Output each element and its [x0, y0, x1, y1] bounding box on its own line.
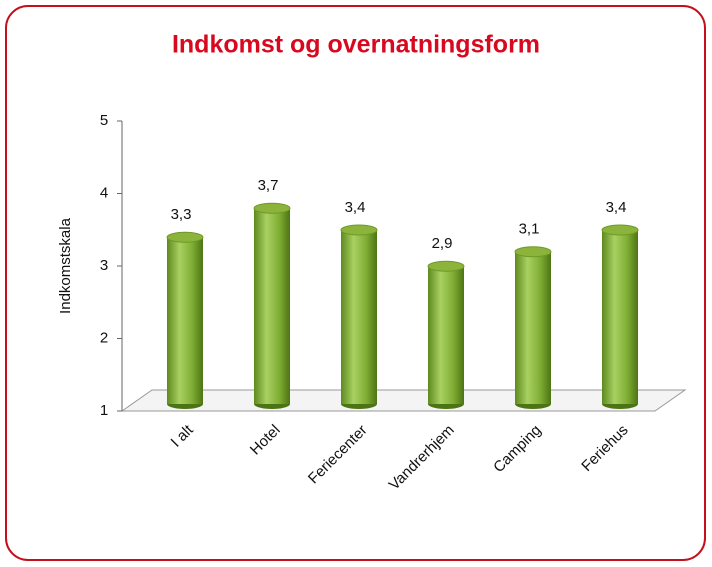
value-label: 3,4 [345, 199, 366, 216]
bar-top [340, 224, 378, 236]
y-tick-label: 1 [100, 402, 108, 419]
y-tick-label: 3 [100, 257, 108, 274]
y-tick-label: 2 [100, 329, 108, 346]
bar-top [601, 224, 639, 236]
bar [167, 237, 203, 404]
bar-top [166, 231, 204, 243]
value-label: 3,1 [519, 221, 540, 238]
bar [602, 230, 638, 404]
bar [254, 208, 290, 404]
bar-top [514, 246, 552, 258]
bar [341, 230, 377, 404]
value-label: 3,7 [258, 177, 279, 194]
floor [120, 389, 687, 412]
bar [515, 251, 551, 404]
y-axis-label: Indkomstskala [57, 217, 74, 314]
y-tick-label: 5 [100, 112, 108, 129]
y-tick-label: 4 [100, 184, 108, 201]
value-label: 3,4 [606, 199, 627, 216]
bar-top [253, 202, 291, 214]
chart-title: Indkomst og overnatningsform [172, 31, 540, 59]
bar [428, 266, 464, 404]
value-label: 2,9 [432, 235, 453, 252]
value-label: 3,3 [171, 206, 192, 223]
bar-top [427, 260, 465, 272]
